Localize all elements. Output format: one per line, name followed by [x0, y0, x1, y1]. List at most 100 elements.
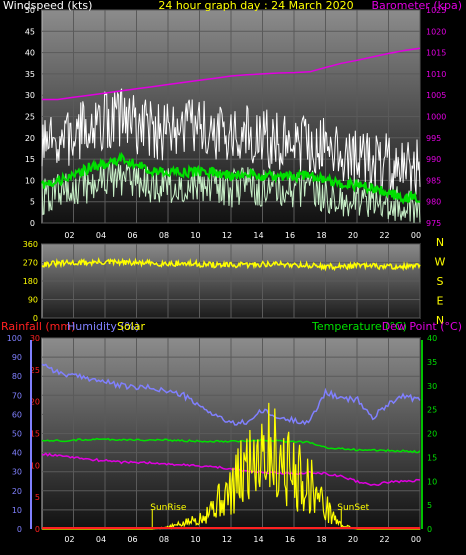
wind-grid: [42, 9, 421, 224]
barometer-tick-label: 985: [426, 176, 441, 185]
humidity-tick-label: 80: [12, 372, 22, 381]
wind-tick-label: 20: [25, 134, 35, 143]
wind-tick-label: 45: [25, 27, 35, 36]
legend-solar: Solar: [117, 320, 146, 333]
wind-direction-line: [41, 257, 421, 272]
wind-x-tick-label: 04: [96, 231, 106, 240]
temperature-tick-label: 20: [427, 430, 437, 439]
wind-x-tick-label: 10: [190, 231, 200, 240]
barometer-tick-label: 1010: [426, 70, 446, 79]
humidity-tick-label: 90: [12, 353, 22, 362]
temp-x-tick-label: 02: [64, 535, 74, 544]
sunset-label: SunSet: [337, 503, 369, 513]
temperature-tick-label: 25: [427, 406, 437, 415]
wind-tick-label: 30: [25, 91, 35, 100]
humidity-tick-label: 10: [12, 506, 22, 515]
wind-x-tick-label: 02: [64, 231, 74, 240]
legend-dewpoint: Dew Point (°C): [382, 320, 462, 333]
temp-x-tick-label: 16: [285, 535, 295, 544]
temp-series: [41, 363, 421, 530]
humidity-tick-label: 0: [17, 525, 22, 534]
wind-x-tick-label: 14: [253, 231, 263, 240]
temp-x-tick-label: 06: [127, 535, 137, 544]
rainfall-tick-label: 5: [35, 493, 40, 502]
barometer-tick-label: 980: [426, 198, 441, 207]
temp-x-tick-label: 00: [411, 535, 421, 544]
wind-tick-label: 25: [25, 113, 35, 122]
barometer-tick-label: 1005: [426, 91, 446, 100]
direction-tick-label: 180: [23, 277, 38, 286]
wind-tick-label: 35: [25, 70, 35, 79]
rainfall-tick-label: 25: [30, 366, 40, 375]
temp-x-tick-label: 14: [253, 535, 263, 544]
direction-tick-label: 90: [28, 296, 38, 305]
humidity-tick-label: 20: [12, 487, 22, 496]
wind-tick-label: 40: [25, 49, 35, 58]
wind-average-line: [41, 151, 421, 205]
wind-tick-label: 15: [25, 155, 35, 164]
barometer-tick-label: 990: [426, 155, 441, 164]
direction-left-axis: 0 90 180 270 360: [23, 240, 38, 323]
temperature-tick-label: 5: [427, 501, 432, 510]
legend-temperature: Temperature (°C): [311, 320, 407, 333]
barometer-tick-label: 1000: [426, 113, 446, 122]
wind-x-tick-label: 12: [222, 231, 232, 240]
compass-label: S: [437, 275, 444, 288]
humidity-tick-label: 50: [12, 430, 22, 439]
direction-tick-label: 0: [33, 314, 38, 323]
rainfall-tick-label: 15: [30, 430, 40, 439]
temp-x-tick-label: 18: [316, 535, 326, 544]
rainfall-tick-label: 0: [35, 525, 40, 534]
wind-tick-label: 10: [25, 176, 35, 185]
temp-x-tick-label: 04: [96, 535, 106, 544]
barometer-line: [42, 47, 421, 101]
temp-x-tick-label: 20: [348, 535, 358, 544]
wind-x-tick-label: 06: [127, 231, 137, 240]
humidity-tick-label: 30: [12, 468, 22, 477]
temperature-tick-label: 0: [427, 525, 432, 534]
temperature-tick-label: 30: [427, 382, 437, 391]
humidity-tick-label: 100: [7, 334, 22, 343]
temp-x-tick-label: 08: [159, 535, 169, 544]
wind-x-tick-label: 16: [285, 231, 295, 240]
sun-annotations: SunRise SunSet: [150, 503, 370, 527]
wind-series: [41, 47, 421, 223]
temp-x-axis: 02 04 06 08 10 12 14 16 18 20 22 00: [64, 535, 421, 544]
humidity-axis: 0 10 20 30 40 50 60 70 80 90 100: [7, 334, 22, 534]
wind-tick-label: 0: [30, 219, 35, 228]
rainfall-tick-label: 30: [30, 334, 40, 343]
barometer-right-axis: 975 980 985 990 995 1000 1005 1010 1015 1020 1025: [426, 6, 446, 228]
temp-x-tick-label: 22: [379, 535, 389, 544]
temperature-tick-label: 10: [427, 477, 437, 486]
barometer-axis-label: Barometer (kpa): [371, 0, 462, 12]
temp-x-tick-label: 12: [222, 535, 232, 544]
barometer-tick-label: 995: [426, 134, 441, 143]
barometer-tick-label: 975: [426, 219, 441, 228]
temperature-tick-label: 35: [427, 358, 437, 367]
temperature-line: [41, 437, 421, 454]
dewpoint-line: [41, 452, 421, 487]
wind-x-tick-label: 22: [379, 231, 389, 240]
legend-rainfall: Rainfall (mm): [1, 320, 75, 333]
compass-label: W: [435, 256, 446, 269]
direction-tick-label: 270: [23, 259, 38, 268]
compass-label: E: [437, 295, 444, 308]
wind-tick-label: 50: [25, 6, 35, 15]
legend-humidity: Humidity (%): [67, 320, 139, 333]
temperature-axis: 0 5 10 15 20 25 30 35 40: [427, 334, 437, 534]
wind-tick-label: 5: [30, 198, 35, 207]
barometer-tick-label: 1025: [426, 6, 446, 15]
barometer-tick-label: 1015: [426, 49, 446, 58]
temperature-tick-label: 15: [427, 453, 437, 462]
wind-x-axis: 02 04 06 08 10 12 14 16 18 20 22 00: [64, 231, 421, 240]
rainfall-tick-label: 20: [30, 398, 40, 407]
direction-tick-label: 360: [23, 240, 38, 249]
rainfall-tick-label: 10: [30, 461, 40, 470]
compass-label: N: [436, 314, 444, 327]
chart-title: 24 hour graph day : 24 March 2020: [158, 0, 353, 12]
temp-x-tick-label: 10: [190, 535, 200, 544]
